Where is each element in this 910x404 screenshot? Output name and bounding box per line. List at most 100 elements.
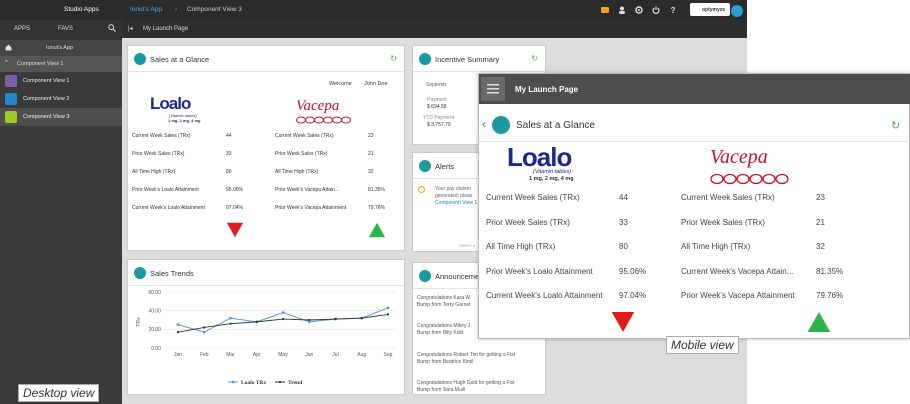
legend-marker-loalo-trx xyxy=(231,380,235,384)
sidebar-app-name: Ionut's App xyxy=(46,45,74,51)
collapse-sidebar-icon[interactable]: |◂ xyxy=(128,26,133,32)
tab-apps[interactable]: APPS xyxy=(14,26,31,32)
metric-label: Prior Week's Loalo Attainment xyxy=(486,266,593,276)
search-icon[interactable] xyxy=(108,24,116,34)
sidebar-item-component-view-1[interactable]: Component View 1 xyxy=(0,72,122,90)
sidebar-item-component-view-3[interactable]: Component View 3 xyxy=(0,108,122,126)
x-tick-label: Apr xyxy=(253,352,261,358)
alerts-icon xyxy=(419,160,431,172)
trend-down-icon xyxy=(611,312,635,332)
metric-label: Prior Week Sales (TRx) xyxy=(275,151,328,157)
data-point xyxy=(229,322,232,325)
payment-value: $ 694.58 xyxy=(427,104,447,110)
metric-label: All Time High (TRx) xyxy=(275,169,319,175)
trend-up-icon xyxy=(368,222,386,238)
x-tick-label: Mar xyxy=(226,352,235,358)
announcement-item[interactable]: Congratulations Robert Tim for getting a… xyxy=(417,352,542,365)
metric-label: Current Week Sales (TRx) xyxy=(486,193,580,202)
page-header: |◂ My Launch Page xyxy=(122,20,747,38)
data-point xyxy=(202,330,206,334)
gear-icon[interactable] xyxy=(634,5,644,15)
breadcrumb-app-link[interactable]: Ionut's App xyxy=(130,6,162,13)
announcement-item[interactable]: Congratulations Mikey J Bump from Billy … xyxy=(417,323,542,336)
metric-value: 80 xyxy=(226,169,232,175)
x-tick-label: Sep xyxy=(384,352,393,358)
y-axis-label: TRx xyxy=(136,317,142,327)
refresh-icon[interactable]: ↻ xyxy=(891,120,901,132)
ytd-value: $ 3,757.79 xyxy=(427,122,451,128)
alert-text-2: generated; pleas xyxy=(435,193,473,199)
sidebar-app-header[interactable]: Ionut's App xyxy=(0,40,122,56)
data-point xyxy=(360,317,363,320)
data-point xyxy=(334,318,337,321)
loalo-logo: Loalo xyxy=(150,94,191,113)
back-icon[interactable]: ‹ xyxy=(482,117,486,131)
metric-label: All Time High (TRx) xyxy=(132,169,176,175)
metric-label: Prior Week Sales (TRx) xyxy=(486,217,570,227)
metric-label: Prior Week's Vacepa Attainment xyxy=(275,205,347,211)
messages-icon[interactable] xyxy=(600,5,610,15)
sales-icon xyxy=(492,116,510,134)
payment-label: Payment xyxy=(427,97,447,103)
top-bar: Studio Apps Ionut's App › Component View… xyxy=(0,0,747,20)
y-tick-label: 0.00 xyxy=(151,346,161,352)
mobile-view-label: Mobile view xyxy=(666,336,739,354)
announcement-item[interactable]: Congratulations Hugh Gold for getting a … xyxy=(417,380,542,393)
brand-name: optymyze xyxy=(702,7,726,13)
metric-label: Current Week Sales (TRx) xyxy=(275,133,334,139)
mobile-card-title: Sales at a Glance xyxy=(516,120,595,131)
breadcrumb-page: Component View 3 xyxy=(187,6,242,13)
x-tick-label: Jul xyxy=(332,352,338,358)
announcement-item[interactable]: Congratulations Kara W Bump from Terry G… xyxy=(417,295,542,308)
sidebar-item-label: Component View 1 xyxy=(23,78,70,84)
sidebar-item-component-view-2[interactable]: Component View 2 xyxy=(0,90,122,108)
legend-marker-trend xyxy=(279,381,281,383)
incentive-card-title: Incentive Summary xyxy=(435,55,500,64)
metric-value: 21 xyxy=(368,151,374,157)
metric-value: 80 xyxy=(619,242,628,251)
collapse-icon: ^ xyxy=(5,60,8,66)
trends-icon xyxy=(134,267,146,279)
trend-down-icon xyxy=(226,222,244,238)
metric-label: Prior Week Sales (TRx) xyxy=(681,217,765,227)
data-point xyxy=(307,320,311,324)
mobile-page-title: My Launch Page xyxy=(515,85,579,94)
power-icon[interactable] xyxy=(651,5,661,15)
metric-value: 21 xyxy=(816,217,825,227)
mobile-header: My Launch Page xyxy=(479,74,910,104)
data-point xyxy=(281,311,285,314)
refresh-icon[interactable]: ↻ xyxy=(390,54,397,63)
trend-up-icon xyxy=(807,312,831,332)
announcement-line: Congratulations Mikey J xyxy=(417,323,471,329)
incentive-period: Septemb xyxy=(426,82,447,88)
sales-icon xyxy=(134,53,146,65)
hamburger-menu-icon[interactable] xyxy=(481,77,505,101)
studio-apps-link[interactable]: Studio Apps xyxy=(64,6,99,13)
welcome-label: Welcome xyxy=(329,81,352,87)
refresh-icon[interactable]: ↻ xyxy=(531,54,538,63)
metric-value: 32 xyxy=(368,169,374,175)
metric-value: 44 xyxy=(619,193,628,202)
data-point xyxy=(176,323,180,327)
sidebar-section[interactable]: ^ Component View 1 xyxy=(0,56,122,72)
loalo-sub: (Vitamin tables) xyxy=(169,113,197,118)
announcements-icon xyxy=(419,270,431,282)
metric-value: 23 xyxy=(816,193,825,202)
metric-label: Prior Week Sales (TRx) xyxy=(132,151,185,157)
metric-value: 33 xyxy=(619,217,628,227)
loalo-dose: 1 mg, 2 mg, 4 mg xyxy=(168,118,201,123)
metric-label: Current Week's Loalo Attainment xyxy=(486,291,603,300)
alert-footer: Select a xyxy=(459,243,476,248)
brand-logo xyxy=(690,3,730,16)
vacepa-logo: Vacepa xyxy=(710,146,768,168)
help-icon[interactable]: ? xyxy=(670,5,676,15)
user-icon[interactable] xyxy=(617,5,627,15)
alert-link[interactable]: Component View 1 xyxy=(435,200,478,206)
sidebar-item-label: Component View 2 xyxy=(23,96,70,102)
x-tick-label: Feb xyxy=(200,352,209,358)
metric-value: 81.35% xyxy=(368,187,385,193)
y-tick-label: 20.00 xyxy=(148,327,161,333)
home-icon xyxy=(5,44,12,53)
tab-favs[interactable]: FAVS xyxy=(58,26,73,32)
mobile-view: My Launch Page ‹ Sales at a Glance ↻ Loa… xyxy=(478,73,910,339)
